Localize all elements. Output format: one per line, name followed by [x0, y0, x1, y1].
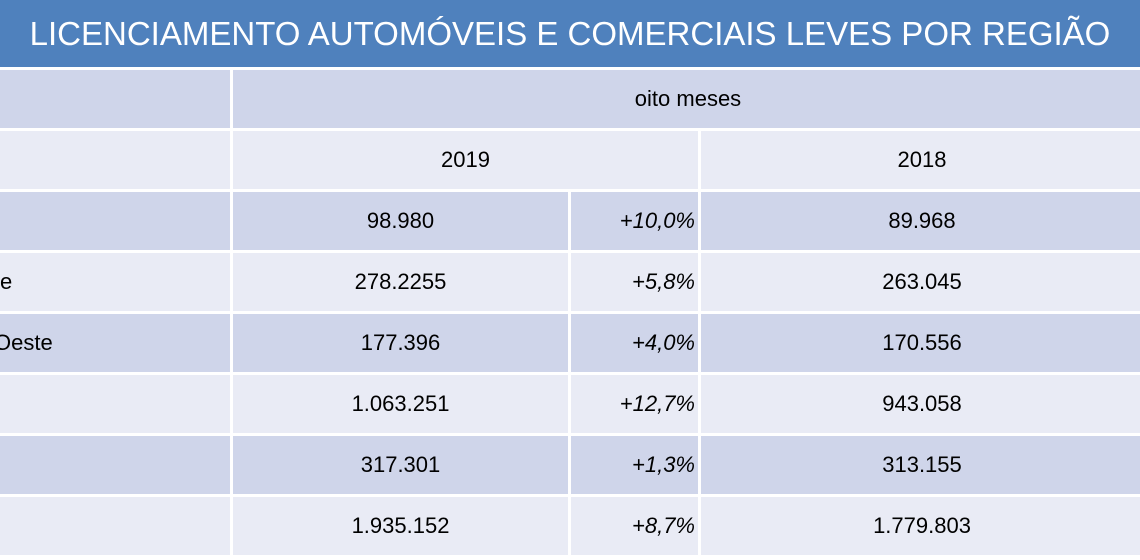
value-2018: 943.058: [701, 375, 1140, 433]
value-2019: 98.980: [233, 192, 568, 250]
value-2019: 278.2255: [233, 253, 568, 311]
change-cell: +5,8%: [571, 253, 698, 311]
change-cell: +1,3%: [571, 436, 698, 494]
value-2019: 177.396: [233, 314, 568, 372]
header-cell: [0, 131, 230, 189]
title: LICENCIAMENTO AUTOMÓVEIS E COMERCIAIS LE…: [0, 0, 1140, 67]
region-cell: [0, 497, 230, 555]
change-cell: +4,0%: [571, 314, 698, 372]
region-cell: Oeste: [0, 314, 230, 372]
value-2019: 317.301: [233, 436, 568, 494]
value-2018: 170.556: [701, 314, 1140, 372]
region-cell: [0, 375, 230, 433]
value-2019: 1.063.251: [233, 375, 568, 433]
period-header: oito meses: [233, 70, 1140, 128]
year-header: 2019: [233, 131, 698, 189]
year-header: 2018: [701, 131, 1140, 189]
region-cell: [0, 436, 230, 494]
change-cell: +12,7%: [571, 375, 698, 433]
value-2019: 1.935.152: [233, 497, 568, 555]
value-2018: 1.779.803: [701, 497, 1140, 555]
value-2018: 263.045: [701, 253, 1140, 311]
change-cell: +10,0%: [571, 192, 698, 250]
region-cell: [0, 192, 230, 250]
region-cell: e: [0, 253, 230, 311]
change-cell: +8,7%: [571, 497, 698, 555]
header-cell: [0, 70, 230, 128]
value-2018: 313.155: [701, 436, 1140, 494]
value-2018: 89.968: [701, 192, 1140, 250]
